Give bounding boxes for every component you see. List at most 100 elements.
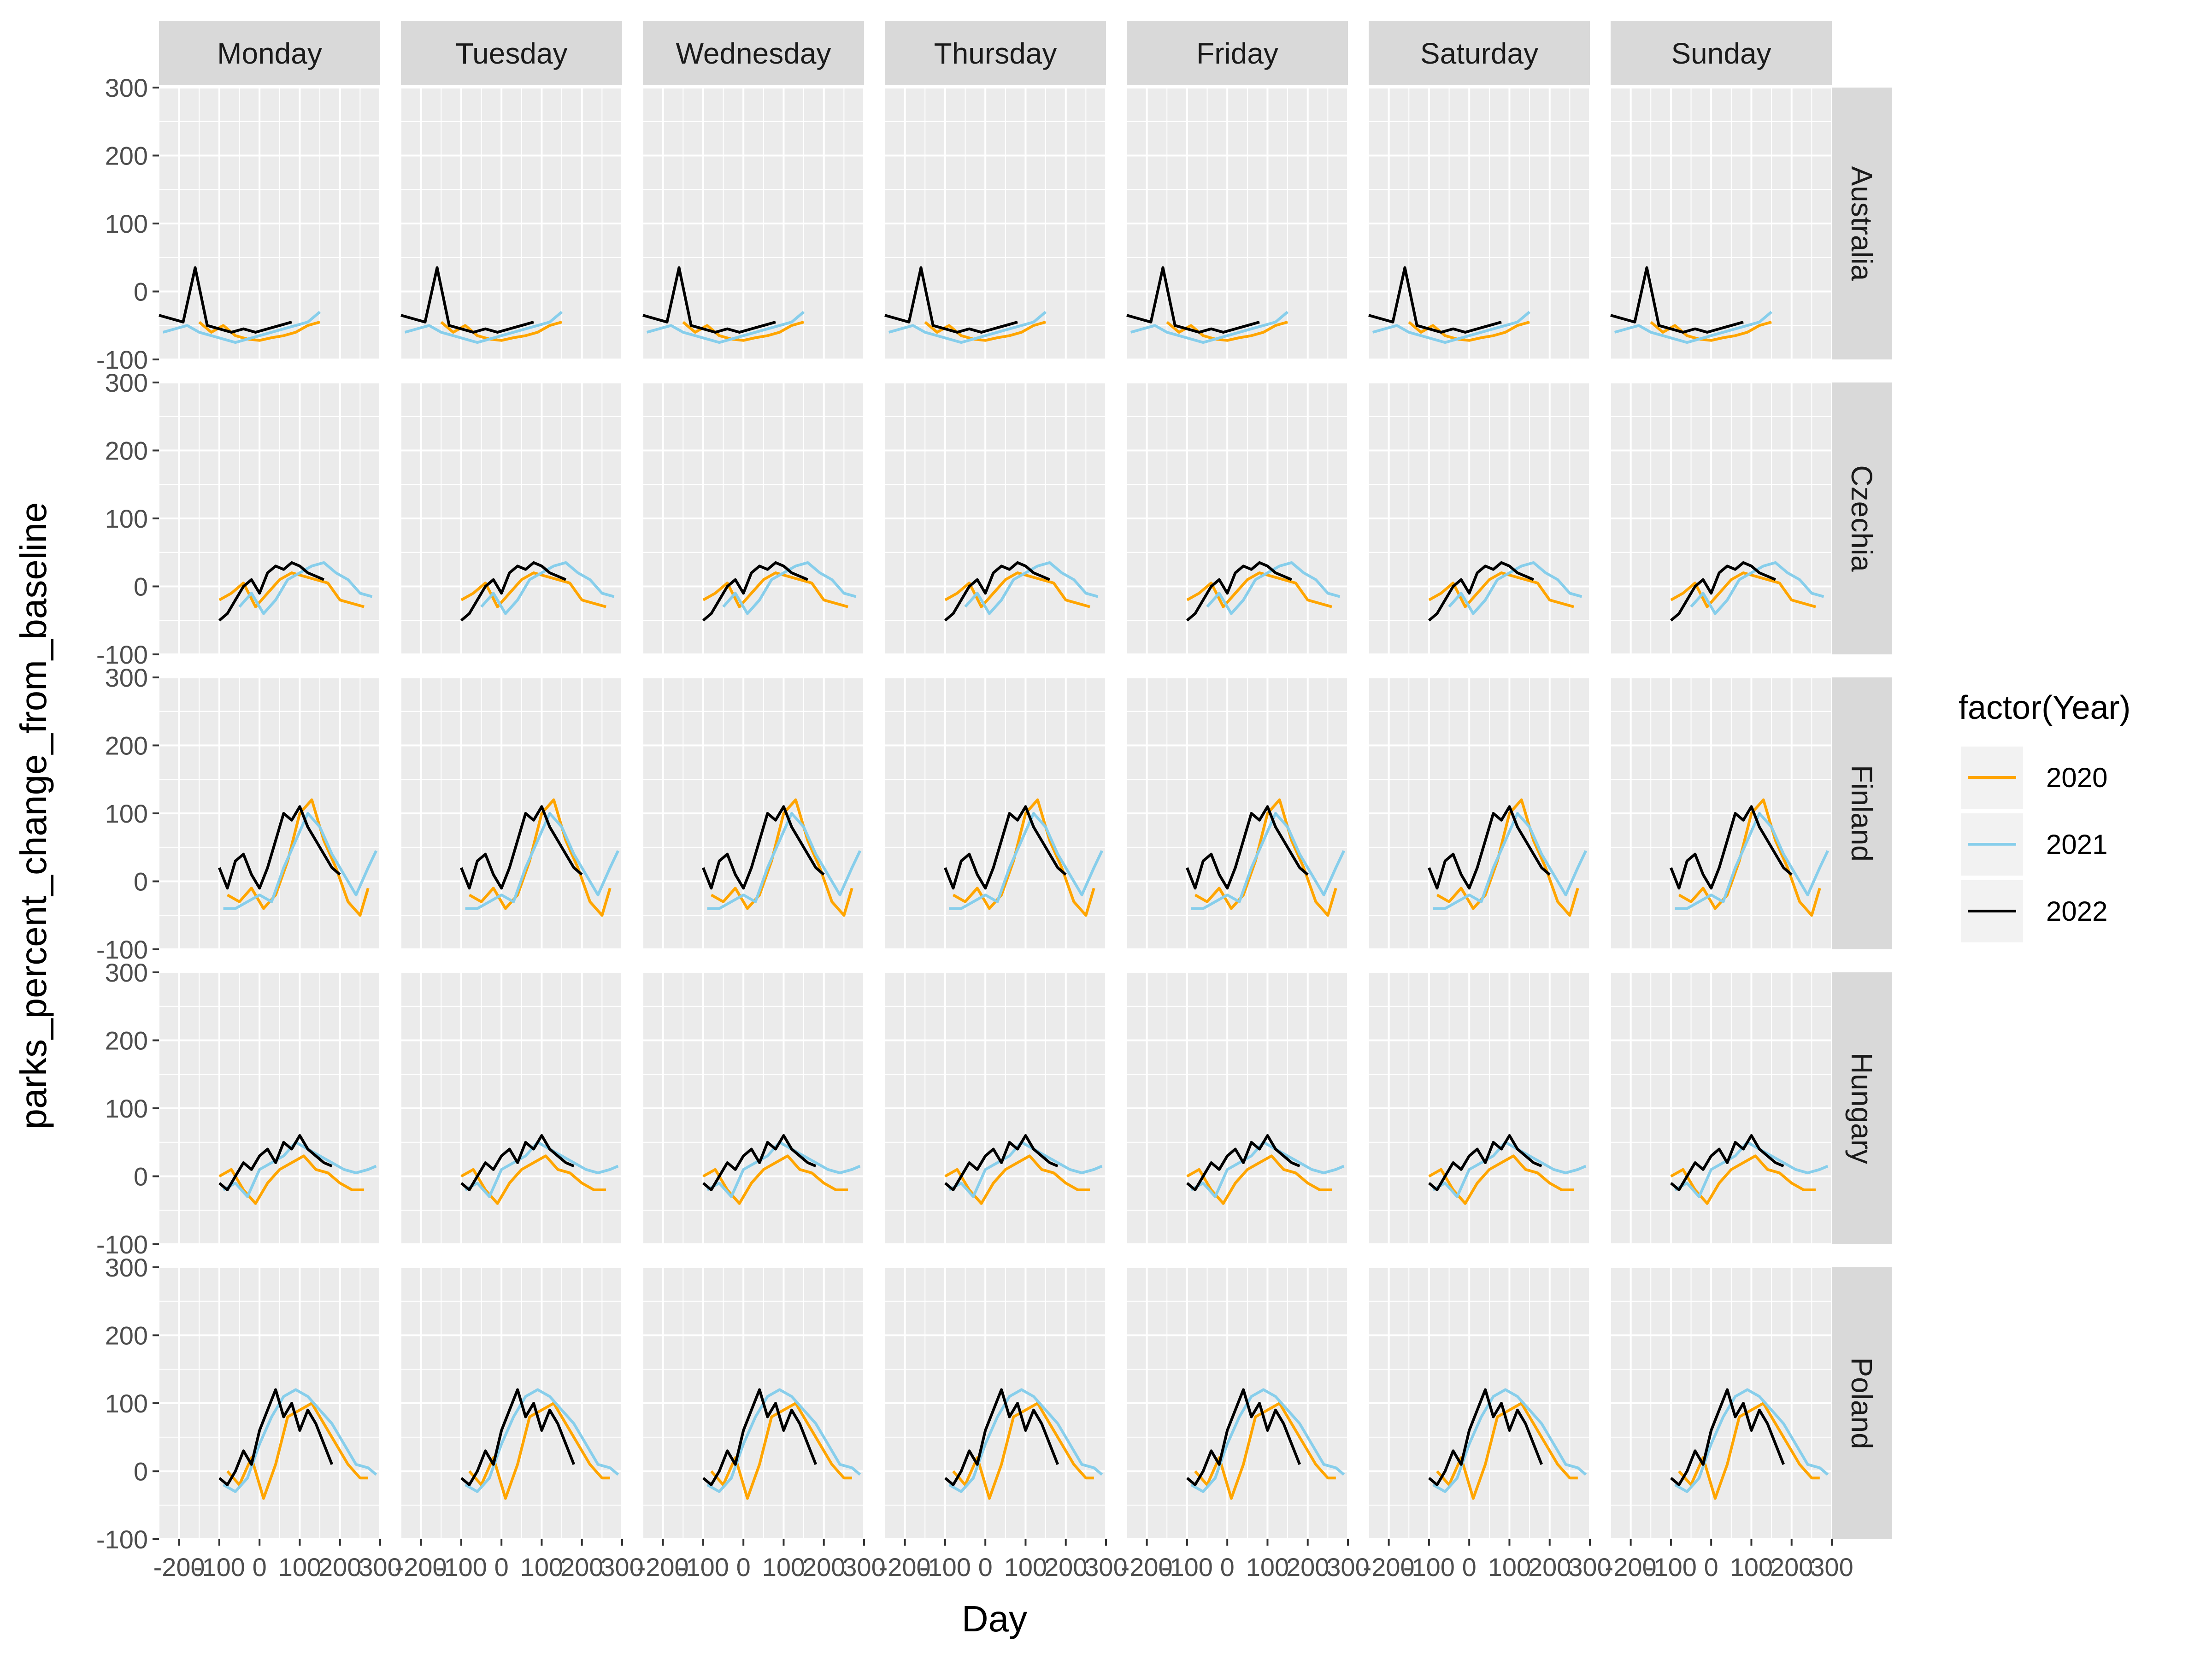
- series-line-2022: [218, 805, 341, 890]
- facet-panel-finland-friday: [1126, 677, 1349, 950]
- y-tick-label: 300: [105, 73, 148, 102]
- facet-panel-australia-friday: [1126, 87, 1349, 360]
- series-line-2022: [944, 1388, 1059, 1486]
- series-line-2022: [944, 1134, 1059, 1191]
- column-strip: [1611, 21, 1832, 85]
- series-line-2020: [468, 798, 612, 917]
- facet-panel-poland-tuesday: [400, 1266, 623, 1540]
- series-line-2021: [1432, 1141, 1587, 1198]
- facet-panel-hungary-tuesday: [400, 971, 623, 1245]
- x-tick-label: 200: [802, 1553, 845, 1582]
- series-line-2022: [1428, 1388, 1543, 1486]
- facet-panel-hungary-thursday: [884, 971, 1107, 1245]
- legend-label: 2022: [2046, 896, 2107, 927]
- series-line-2021: [1675, 812, 1830, 910]
- column-strip: [643, 21, 864, 85]
- facet-panel-poland-saturday: [1368, 1266, 1591, 1540]
- x-tick-label: -100: [435, 1553, 487, 1582]
- legend-label: 2021: [2046, 829, 2107, 860]
- y-tick-label: -100: [96, 1525, 148, 1554]
- series-line-2021: [223, 1388, 377, 1493]
- x-tick-label: 0: [253, 1553, 267, 1582]
- y-tick-label: -100: [96, 935, 148, 964]
- series-line-2021: [706, 1388, 861, 1493]
- series-line-2021: [465, 1141, 619, 1198]
- series-line-2020: [218, 1154, 365, 1205]
- facet-panel-czechia-sunday: [1610, 382, 1833, 655]
- series-line-2020: [218, 571, 365, 608]
- x-tick-label: 300: [1810, 1553, 1853, 1582]
- row-strip-label: Finland: [1845, 765, 1878, 862]
- series-line-2020: [944, 1154, 1090, 1205]
- series-line-2021: [1190, 1141, 1345, 1198]
- x-tick-label: -100: [1403, 1553, 1455, 1582]
- facet-panel-poland-monday: [159, 1266, 381, 1540]
- series-line-2022: [218, 1134, 333, 1191]
- x-tick-label: -100: [919, 1553, 971, 1582]
- facet-panel-hungary-monday: [159, 971, 381, 1245]
- series-line-2020: [952, 798, 1095, 917]
- x-tick-label: -100: [677, 1553, 729, 1582]
- series-line-2020: [468, 1402, 610, 1500]
- x-tick-label: 0: [1220, 1553, 1235, 1582]
- series-line-2020: [460, 1154, 606, 1205]
- column-strip-label: Monday: [217, 37, 322, 70]
- series-line-2021: [948, 1141, 1103, 1198]
- series-line-2020: [226, 1402, 368, 1500]
- y-tick-label: 0: [134, 867, 148, 896]
- column-strip: [1127, 21, 1348, 85]
- facet-panel-czechia-thursday: [884, 382, 1107, 655]
- series-line-2022: [1610, 266, 1744, 334]
- series-line-2021: [949, 812, 1104, 910]
- series-line-2022: [1186, 805, 1309, 890]
- facet-panel-hungary-wednesday: [642, 971, 865, 1245]
- x-tick-label: 300: [600, 1553, 643, 1582]
- series-line-2021: [706, 1141, 861, 1198]
- series-line-2022: [400, 266, 534, 334]
- series-line-2021: [1674, 1388, 1829, 1493]
- series-line-2020: [1428, 571, 1574, 608]
- facet-panel-finland-sunday: [1610, 677, 1833, 950]
- facet-panel-poland-thursday: [884, 1266, 1107, 1540]
- series-line-2020: [1436, 798, 1579, 917]
- facet-panel-finland-monday: [159, 677, 381, 950]
- series-line-2022: [460, 561, 566, 622]
- series-line-2022: [460, 1388, 576, 1486]
- series-line-2021: [888, 311, 1047, 344]
- series-line-2021: [1191, 812, 1346, 910]
- series-line-2022: [460, 805, 583, 890]
- series-line-2021: [646, 311, 805, 344]
- series-line-2022: [1186, 561, 1292, 622]
- x-tick-label: 300: [1084, 1553, 1127, 1582]
- y-tick-label: 300: [105, 663, 148, 692]
- facet-panel-hungary-saturday: [1368, 971, 1591, 1245]
- series-line-2022: [1670, 805, 1793, 890]
- x-tick-label: 300: [1326, 1553, 1369, 1582]
- row-strip-label: Hungary: [1845, 1053, 1878, 1164]
- series-line-2022: [218, 1388, 334, 1486]
- x-tick-label: 100: [1004, 1553, 1047, 1582]
- x-tick-label: 200: [1770, 1553, 1813, 1582]
- series-line-2022: [642, 266, 776, 334]
- x-tick-label: 0: [978, 1553, 993, 1582]
- y-tick-label: -100: [96, 345, 148, 374]
- series-line-2022: [1670, 1388, 1785, 1486]
- series-line-2020: [702, 571, 848, 608]
- series-line-2021: [1432, 1388, 1587, 1493]
- series-line-2021: [1614, 311, 1773, 344]
- x-tick-label: 200: [560, 1553, 603, 1582]
- row-strip-label: Czechia: [1845, 465, 1878, 572]
- series-line-2020: [1186, 571, 1332, 608]
- series-line-2020: [1194, 798, 1337, 917]
- y-tick-label: 200: [105, 731, 148, 760]
- row-strip: [1832, 1267, 1892, 1539]
- x-tick-label: -200: [1363, 1553, 1415, 1582]
- x-tick-label: -100: [1161, 1553, 1213, 1582]
- column-strip-label: Sunday: [1671, 37, 1771, 70]
- x-tick-label: 100: [1730, 1553, 1773, 1582]
- series-line-2021: [707, 812, 862, 910]
- x-tick-label: 0: [1462, 1553, 1477, 1582]
- series-line-2022: [1428, 561, 1534, 622]
- series-line-2022: [1368, 266, 1502, 334]
- y-tick-label: 300: [105, 958, 148, 987]
